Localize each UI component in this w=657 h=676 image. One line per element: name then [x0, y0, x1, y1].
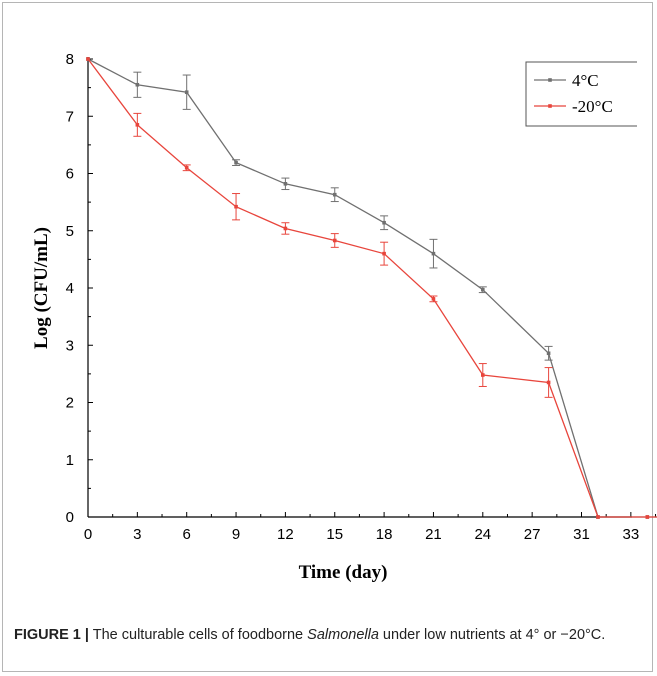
data-point	[283, 226, 288, 231]
y-tick-label: 3	[66, 337, 74, 354]
x-tick-label: 9	[232, 526, 240, 543]
data-point	[283, 182, 288, 186]
data-point	[481, 287, 485, 292]
legend-group: 4°C -20°C	[525, 61, 637, 127]
y-tick-label: 1	[66, 452, 74, 469]
x-tick-label: 18	[376, 526, 393, 543]
data-point	[596, 515, 600, 519]
caption-text-after: under low nutrients at 4° or −20°C.	[378, 627, 606, 643]
data-point	[431, 251, 436, 256]
y-axis-title: Log (CFU/mL)	[31, 227, 52, 349]
x-axis-title: Time (day)	[299, 562, 388, 583]
data-point	[645, 515, 650, 519]
x-tick-label: 33	[623, 526, 640, 543]
y-tick-label: 0	[66, 509, 74, 526]
series-line-1	[87, 58, 657, 518]
data-point	[86, 57, 90, 61]
data-point	[546, 351, 551, 356]
data-point	[184, 165, 189, 170]
data-point	[382, 251, 386, 256]
data-point	[546, 380, 551, 385]
legend-marker-0	[548, 78, 552, 82]
line-chart: 012345678036912151821242731333739Time (d…	[31, 51, 657, 583]
legend-label-1: -20°C	[572, 97, 613, 116]
x-tick-label: 6	[183, 526, 191, 543]
y-tick-label: 2	[66, 395, 74, 412]
y-tick-label: 6	[66, 166, 74, 183]
data-point	[135, 123, 140, 127]
y-tick-label: 8	[66, 51, 74, 68]
data-point	[184, 90, 189, 95]
data-point	[481, 373, 485, 377]
x-tick-label: 0	[84, 526, 92, 543]
y-tick-label: 7	[66, 108, 74, 125]
x-tick-label: 12	[277, 526, 294, 543]
legend-box	[525, 61, 637, 127]
chart-axes: 012345678036912151821242731333739Time (d…	[31, 51, 657, 583]
caption-label: FIGURE 1 |	[14, 627, 89, 643]
data-point	[382, 220, 386, 225]
y-tick-label: 4	[66, 280, 74, 297]
series-line-0	[87, 58, 657, 518]
x-tick-label: 3	[133, 526, 141, 543]
figure-caption: FIGURE 1 | The culturable cells of foodb…	[14, 625, 644, 646]
x-tick-label: 27	[524, 526, 541, 543]
data-point	[332, 192, 337, 197]
legend-marker-1	[548, 104, 552, 108]
x-tick-label: 15	[326, 526, 343, 543]
caption-italic: Salmonella	[307, 627, 379, 643]
x-tick-label: 24	[474, 526, 491, 543]
data-point	[135, 82, 140, 87]
legend-label-0: 4°C	[572, 71, 599, 90]
x-tick-label: 21	[425, 526, 442, 543]
y-tick-label: 5	[66, 223, 74, 240]
caption-text-before: The culturable cells of foodborne	[88, 627, 308, 643]
data-point	[234, 160, 238, 165]
chart-series-layer	[86, 57, 657, 519]
data-point	[431, 297, 436, 301]
data-point	[234, 204, 238, 209]
x-tick-label: 31	[573, 526, 590, 543]
data-point	[332, 238, 337, 243]
chart-legend: 4°C -20°C	[525, 61, 637, 127]
